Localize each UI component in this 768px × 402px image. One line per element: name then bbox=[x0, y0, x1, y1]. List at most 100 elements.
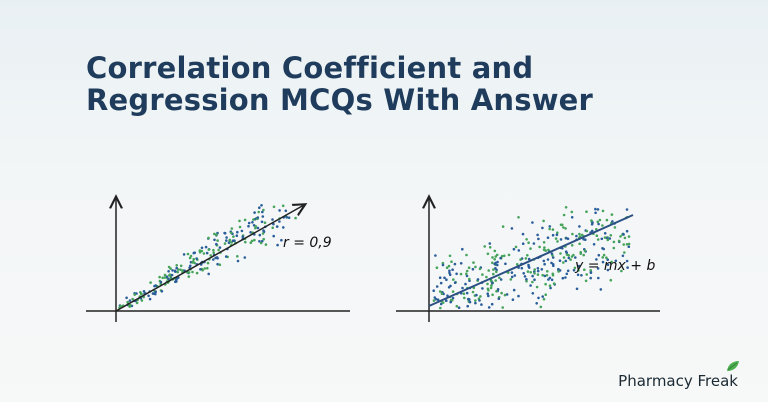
scatter-dot bbox=[258, 240, 261, 243]
scatter-dot bbox=[263, 221, 267, 224]
scatter-dot bbox=[261, 232, 265, 235]
scatter-dot bbox=[493, 258, 497, 261]
scatter-dot bbox=[450, 260, 453, 264]
scatter-dot bbox=[225, 239, 228, 242]
scatter-dot bbox=[202, 252, 206, 255]
scatter-dot bbox=[601, 256, 604, 259]
scatter-dot bbox=[440, 292, 444, 296]
scatter-dot bbox=[212, 258, 215, 261]
scatter-dot bbox=[167, 277, 170, 281]
scatter-dot bbox=[472, 261, 475, 264]
scatter-dot bbox=[548, 284, 552, 288]
scatter-dot bbox=[453, 281, 457, 285]
scatter-dot bbox=[556, 231, 559, 234]
scatter-dot bbox=[578, 225, 581, 228]
scatter-dot bbox=[294, 216, 297, 220]
scatter-dot bbox=[203, 267, 206, 270]
scatter-dot bbox=[148, 297, 152, 301]
scatter-dot bbox=[594, 207, 597, 211]
scatter-dot bbox=[613, 226, 617, 229]
scatter-dot bbox=[526, 270, 530, 273]
scatter-dot bbox=[204, 245, 208, 249]
scatter-dot bbox=[523, 275, 527, 278]
scatter-dot bbox=[119, 304, 122, 308]
scatter-dot bbox=[235, 234, 239, 237]
scatter-dot bbox=[236, 254, 239, 258]
scatter-dot bbox=[596, 238, 600, 241]
scatter-dot bbox=[464, 282, 467, 286]
title-line-2: Regression MCQs With Answer bbox=[86, 83, 594, 117]
scatter-dot bbox=[551, 256, 555, 259]
scatter-dot bbox=[625, 243, 629, 246]
scatter-dot bbox=[584, 238, 587, 241]
scatter-dot bbox=[207, 248, 211, 251]
scatter-dot bbox=[149, 281, 152, 284]
scatter-dot bbox=[480, 303, 483, 306]
scatter-dot bbox=[278, 209, 281, 212]
scatter-dot bbox=[606, 268, 610, 272]
scatter-dot bbox=[500, 291, 503, 295]
scatter-dot bbox=[207, 236, 210, 240]
scatter-dot bbox=[547, 278, 550, 281]
scatter-dot bbox=[466, 304, 470, 308]
scatter-dot bbox=[486, 252, 490, 256]
left-annotation: r = 0,9 bbox=[283, 235, 332, 251]
scatter-dot bbox=[601, 224, 604, 227]
brand-logo: Pharmacy Freak bbox=[618, 372, 738, 390]
scatter-dot bbox=[200, 249, 204, 253]
scatter-dot bbox=[620, 269, 623, 273]
left-scatter-plot: r = 0,9 bbox=[86, 198, 350, 322]
scatter-dot bbox=[199, 268, 202, 271]
scatter-dot bbox=[253, 238, 256, 242]
scatter-dot bbox=[533, 278, 536, 282]
scatter-dot bbox=[140, 299, 144, 302]
scatter-dot bbox=[576, 273, 580, 277]
right-scatter-plot: y = mx + b bbox=[396, 198, 660, 322]
scatter-dot bbox=[510, 271, 514, 274]
scatter-dot bbox=[562, 226, 565, 229]
scatter-dot bbox=[191, 261, 194, 264]
scatter-dot bbox=[140, 292, 143, 296]
scatter-dot bbox=[151, 292, 155, 295]
scatter-dot bbox=[262, 237, 266, 241]
scatter-dot bbox=[602, 253, 606, 257]
scatter-dot bbox=[537, 237, 540, 241]
scatter-dot bbox=[564, 276, 567, 279]
left-dots bbox=[118, 204, 297, 310]
scatter-dot bbox=[133, 293, 136, 296]
right-dots bbox=[432, 206, 631, 310]
scatter-dot bbox=[536, 273, 540, 276]
scatter-dot bbox=[451, 290, 455, 293]
scatter-dot bbox=[244, 240, 247, 244]
scatter-dot bbox=[529, 271, 532, 274]
scatter-dot bbox=[483, 245, 487, 248]
scatter-dot bbox=[212, 248, 215, 252]
scatter-dot bbox=[533, 268, 536, 271]
scatter-dot bbox=[264, 243, 268, 246]
scatter-dot bbox=[495, 270, 498, 274]
scatter-dot bbox=[225, 236, 228, 239]
scatter-dot bbox=[545, 274, 549, 277]
scatter-dot bbox=[577, 269, 580, 272]
scatter-dot bbox=[606, 238, 610, 242]
scatter-dot bbox=[577, 264, 581, 268]
scatter-dot bbox=[536, 233, 539, 237]
scatter-dot bbox=[605, 218, 609, 222]
scatter-dot bbox=[195, 257, 198, 260]
scatter-dot bbox=[438, 276, 442, 280]
scatter-dot bbox=[570, 244, 574, 247]
scatter-dot bbox=[174, 270, 177, 273]
scatter-dot bbox=[236, 230, 239, 234]
scatter-dot bbox=[570, 210, 574, 214]
scatter-dot bbox=[562, 213, 566, 217]
scatter-dot bbox=[529, 247, 532, 250]
scatter-dot bbox=[622, 243, 625, 246]
scatter-dot bbox=[585, 210, 588, 213]
scatter-dot bbox=[533, 272, 536, 275]
scatter-dot bbox=[175, 264, 178, 267]
scatter-dot bbox=[578, 232, 581, 236]
scatter-dot bbox=[589, 269, 592, 272]
scatter-dot bbox=[471, 267, 475, 271]
scatter-dot bbox=[551, 228, 555, 231]
scatter-dot bbox=[465, 272, 468, 276]
